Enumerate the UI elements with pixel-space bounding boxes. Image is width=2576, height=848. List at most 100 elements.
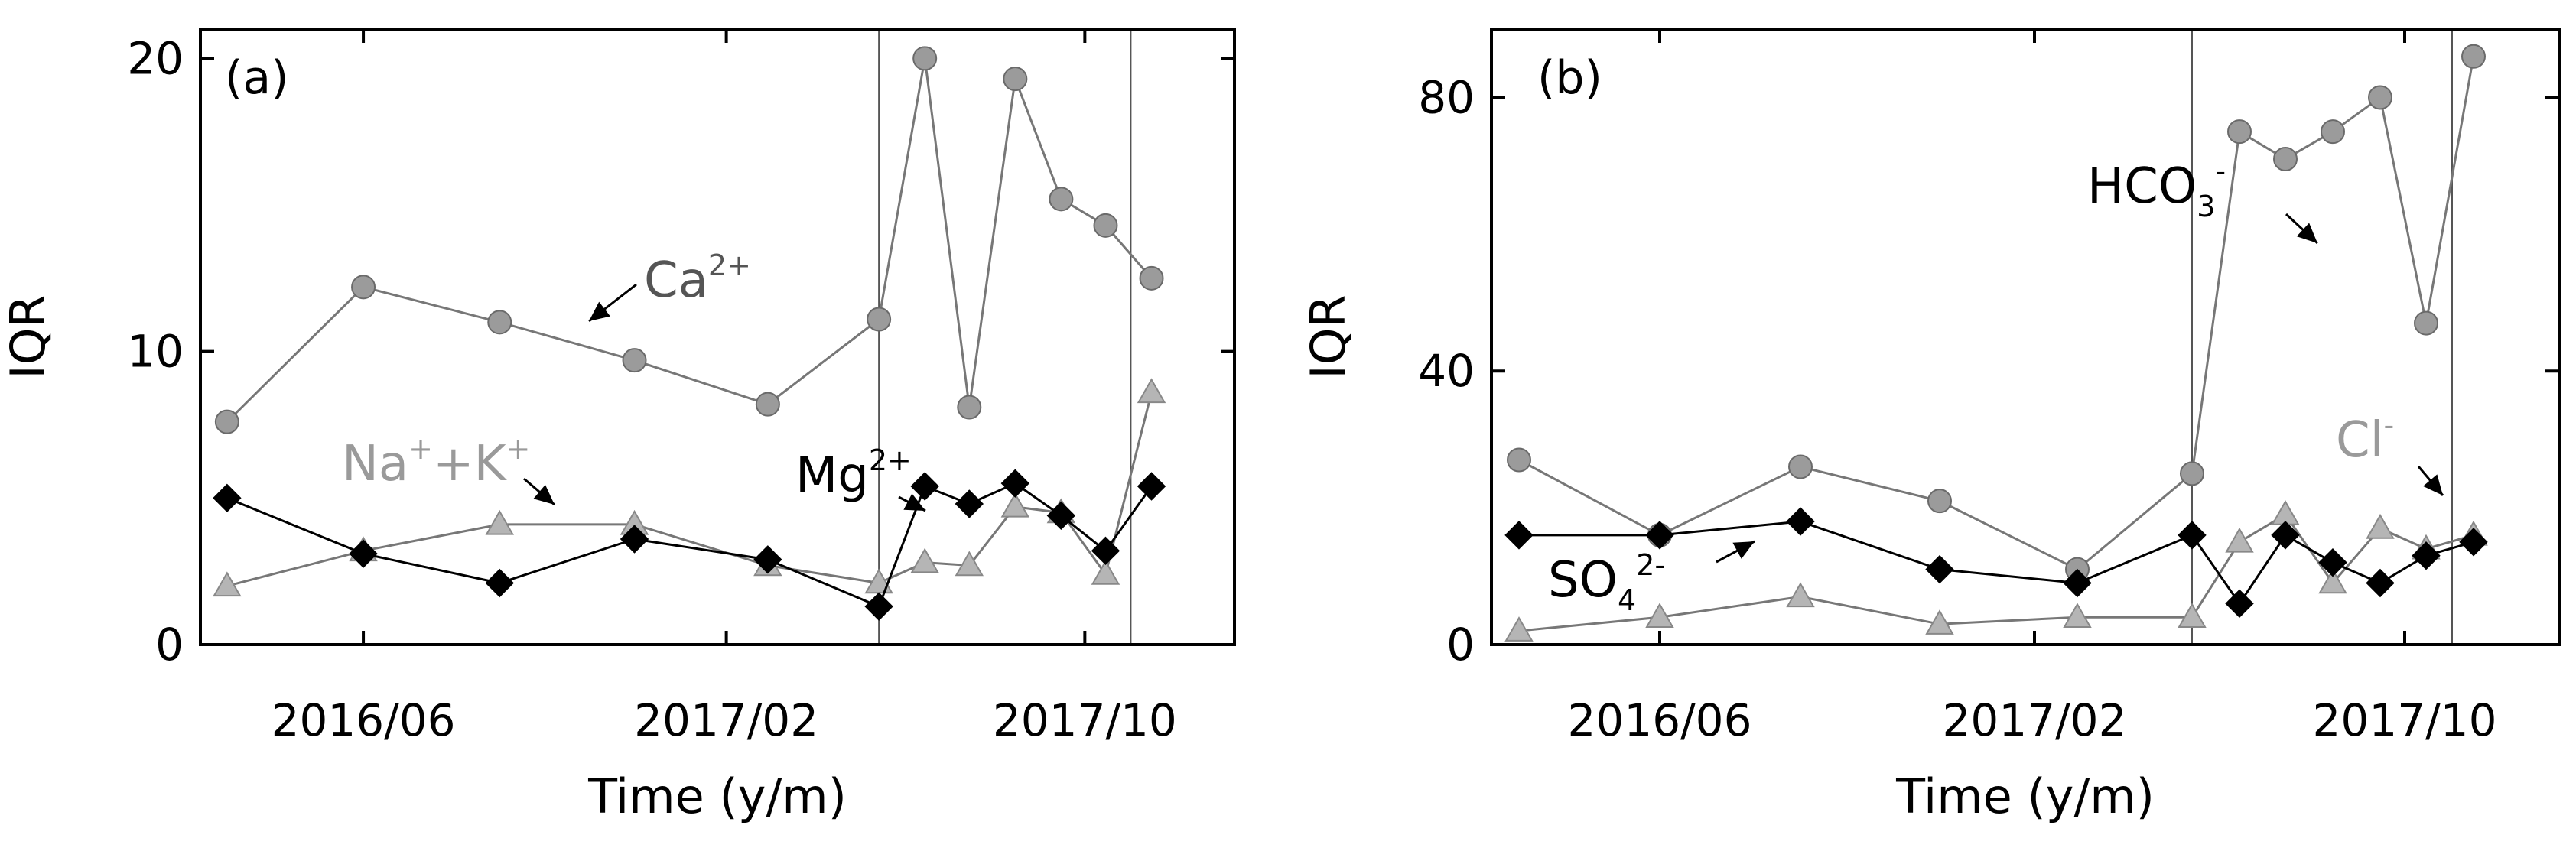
- annotation-text: HCO3-: [2087, 154, 2226, 223]
- annotation-mg2: Mg2+: [795, 443, 926, 512]
- data-point-Mg2+: [1137, 472, 1166, 501]
- data-point-Mg2+: [753, 545, 782, 574]
- annotation-part: Na: [342, 436, 408, 492]
- chart-panel-a: 0 10 20 2016/06 2017/02 2017/10 Time (y/m) IQR (…: [0, 28, 1236, 824]
- data-point-Na++K+: [485, 509, 514, 535]
- annotation-arrowhead: [2423, 474, 2443, 495]
- panel-label: (a): [225, 51, 289, 105]
- x-tick-label: 2017/10: [2313, 694, 2497, 746]
- y-axis-title: IQR: [0, 294, 56, 379]
- data-point-SO42-: [2366, 568, 2395, 598]
- data-point-HCO3-: [1788, 454, 1813, 479]
- data-point-Ca2+: [351, 275, 376, 300]
- annotation-part: 2-: [1636, 548, 1665, 582]
- data-point-HCO3-: [2227, 119, 2252, 145]
- data-point-Mg2+: [1091, 536, 1120, 566]
- data-point-HCO3-: [2321, 119, 2345, 145]
- data-point-Mg2+: [1046, 501, 1076, 531]
- annotation-text: Mg2+: [795, 443, 912, 504]
- plot-frame: [199, 28, 1236, 646]
- plot-frame: [1490, 28, 2561, 646]
- annotation-text: Cl-: [2336, 408, 2394, 469]
- data-point-Mg2+: [955, 489, 984, 518]
- annotation-part: HCO: [2087, 158, 2197, 215]
- annotation-part: -: [2215, 154, 2226, 188]
- data-point-HCO3-: [2461, 44, 2486, 69]
- annotation-na-k: Na++K+: [342, 432, 555, 506]
- x-tick-label: 2016/06: [272, 694, 456, 746]
- annotation-arrowhead: [903, 493, 925, 511]
- data-point-SO42-: [1504, 521, 1534, 550]
- data-point-Mg2+: [864, 592, 893, 621]
- data-point-Na++K+: [910, 547, 939, 573]
- annotation-arrowhead: [589, 301, 610, 321]
- x-tick-label: 2017/02: [634, 694, 818, 746]
- y-tick-label: 80: [1418, 71, 1475, 123]
- annotation-cl: Cl-: [2336, 408, 2444, 496]
- data-point-Ca2+: [487, 310, 512, 335]
- data-point-Ca2+: [957, 395, 982, 420]
- x-tick-label: 2016/06: [1568, 694, 1752, 746]
- data-point-Cl-: [2318, 568, 2347, 594]
- y-tick-label: 10: [127, 326, 184, 378]
- data-point-SO42-: [1925, 554, 1954, 584]
- data-point-SO42-: [2412, 541, 2441, 570]
- x-tick-label: 2017/10: [993, 694, 1177, 746]
- data-point-SO42-: [1645, 521, 1674, 550]
- annotation-arrowhead: [2296, 223, 2317, 243]
- data-point-Cl-: [1504, 616, 1534, 642]
- data-point-Mg2+: [485, 568, 514, 598]
- chart-panel-b: 0 40 80 2016/06 2017/02 2017/10 Time (y/m) IQR (…: [1288, 0, 2576, 848]
- data-point-Ca2+: [912, 46, 938, 71]
- series-line-Ca2+: [226, 58, 1153, 423]
- data-point-Cl-: [2366, 513, 2395, 539]
- data-point-Ca2+: [755, 392, 780, 417]
- data-point-Na++K+: [1091, 559, 1120, 585]
- data-point-Na++K+: [955, 551, 984, 577]
- data-point-Ca2+: [867, 307, 892, 332]
- annotation-part: 2+: [708, 249, 751, 282]
- annotation-part: -: [2383, 408, 2394, 442]
- data-point-Cl-: [2225, 527, 2254, 553]
- data-point-Cl-: [2178, 603, 2207, 628]
- annotation-text: Na++K+: [342, 432, 530, 492]
- data-point-Mg2+: [910, 472, 939, 501]
- chart-a-svg: 0 10 20 2016/06 2017/02 2017/10 Time (y/m) IQR (…: [0, 28, 1236, 824]
- data-point-HCO3-: [2368, 85, 2392, 110]
- panel-label: (b): [1537, 51, 1602, 105]
- series-line-HCO3-: [1518, 56, 2475, 571]
- data-point-Cl-: [1925, 609, 1954, 635]
- data-point-Ca2+: [1139, 265, 1164, 291]
- annotation-text: Ca2+: [644, 249, 751, 309]
- y-tick-label: 0: [1446, 619, 1475, 671]
- data-point-SO42-: [1786, 507, 1815, 536]
- annotation-text: SO42-: [1548, 548, 1665, 617]
- data-point-Ca2+: [622, 348, 647, 373]
- data-point-Ca2+: [1049, 187, 1074, 212]
- annotation-part: Ca: [644, 252, 708, 309]
- data-point-Mg2+: [620, 525, 649, 554]
- annotation-part: +: [408, 432, 433, 466]
- data-point-SO42-: [2225, 589, 2254, 619]
- annotation-arrowhead: [1732, 541, 1755, 559]
- data-point-Cl-: [1786, 582, 1815, 608]
- chart-b-svg: 0 40 80 2016/06 2017/02 2017/10 Time (y/m) IQR (…: [1300, 28, 2561, 824]
- data-point-HCO3-: [2180, 461, 2204, 486]
- data-point-SO42-: [2178, 521, 2207, 550]
- data-point-Cl-: [1645, 603, 1674, 628]
- data-point-SO42-: [2063, 568, 2092, 598]
- data-point-SO42-: [2459, 528, 2488, 557]
- data-point-Mg2+: [213, 483, 242, 513]
- x-axis-title: Time (y/m): [587, 768, 847, 824]
- x-tick-label: 2017/02: [1943, 694, 2127, 746]
- data-point-Ca2+: [1093, 213, 1118, 238]
- annotation-part: 3: [2197, 190, 2215, 223]
- data-point-HCO3-: [2273, 146, 2298, 171]
- data-point-SO42-: [2318, 547, 2347, 577]
- annotation-part: +K: [433, 436, 508, 492]
- data-point-Na++K+: [1137, 378, 1166, 404]
- annotation-part: Cl: [2336, 412, 2383, 469]
- annotation-ca2: Ca2+: [588, 249, 751, 323]
- y-axis-title: IQR: [1300, 294, 1356, 379]
- annotation-part: SO: [1548, 552, 1618, 609]
